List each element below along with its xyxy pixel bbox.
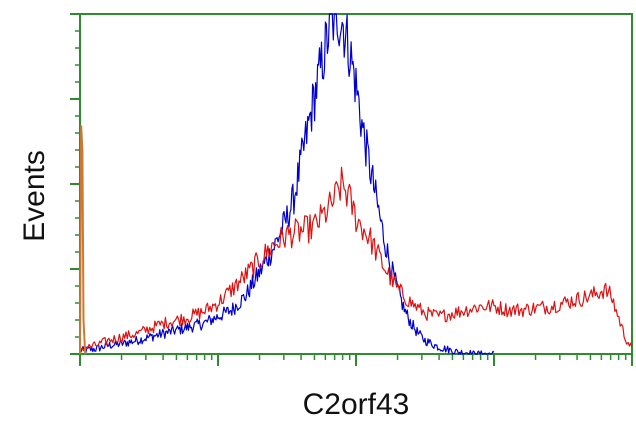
series-line-1 — [79, 13, 495, 355]
x-axis-title: C2orf43 — [303, 388, 410, 421]
plot-border — [79, 13, 633, 355]
series-line-2 — [79, 166, 633, 352]
y-axis-title: Events — [18, 150, 51, 242]
y-axis-ticks — [70, 13, 80, 355]
x-axis-ticks — [79, 354, 633, 366]
series-layer — [79, 13, 633, 355]
series-line-3 — [79, 125, 87, 355]
plot-frame — [79, 13, 633, 355]
